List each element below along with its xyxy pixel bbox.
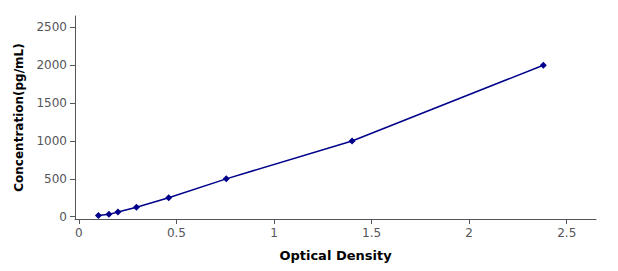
svg-text:2000: 2000 <box>36 58 67 72</box>
svg-text:1: 1 <box>270 226 278 240</box>
svg-text:2500: 2500 <box>36 20 67 34</box>
svg-text:0.5: 0.5 <box>167 226 186 240</box>
svg-text:2.5: 2.5 <box>557 226 576 240</box>
svg-text:Concentration(pg/mL): Concentration(pg/mL) <box>12 43 26 191</box>
svg-text:1000: 1000 <box>36 134 67 148</box>
svg-text:2: 2 <box>465 226 473 240</box>
svg-text:1.5: 1.5 <box>362 226 381 240</box>
svg-text:0: 0 <box>59 210 67 224</box>
svg-text:500: 500 <box>44 172 67 186</box>
svg-text:1500: 1500 <box>36 96 67 110</box>
svg-text:Optical Density: Optical Density <box>279 248 392 263</box>
svg-text:0: 0 <box>75 226 83 240</box>
